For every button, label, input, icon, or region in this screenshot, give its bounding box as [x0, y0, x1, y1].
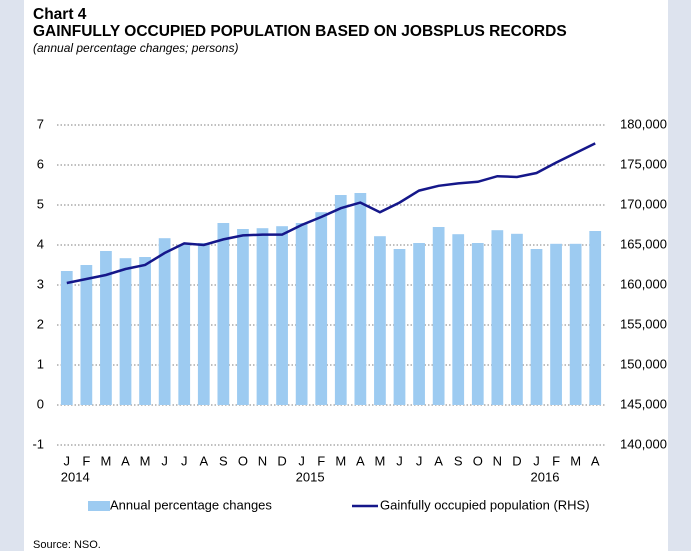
bar: [217, 223, 230, 405]
bar: [100, 251, 112, 405]
x-tick-label: M: [570, 453, 581, 468]
x-tick-label: F: [317, 453, 325, 468]
y-tick-label: 0: [37, 396, 44, 411]
bar: [178, 244, 191, 405]
x-tick-label: F: [82, 453, 90, 468]
year-label: 2015: [296, 469, 325, 484]
bar: [511, 233, 523, 405]
bar: [589, 231, 602, 405]
y2-tick-label: 180,000: [620, 116, 667, 131]
bar: [119, 258, 132, 405]
x-tick-label: J: [298, 453, 305, 468]
x-tick-label: A: [434, 453, 443, 468]
y-tick-label: 5: [37, 196, 44, 211]
y-tick-label: 3: [37, 276, 44, 291]
x-tick-label: J: [533, 453, 540, 468]
y2-tick-label: 145,000: [620, 396, 667, 411]
x-tick-label: F: [552, 453, 560, 468]
y-tick-label: 7: [37, 116, 44, 131]
bar: [60, 271, 73, 405]
bar: [393, 249, 406, 405]
bar: [569, 243, 582, 405]
bar: [334, 195, 347, 405]
x-tick-label: J: [416, 453, 423, 468]
x-tick-label: J: [181, 453, 188, 468]
x-tick-label: J: [396, 453, 403, 468]
bar: [530, 249, 543, 405]
bar: [315, 212, 328, 405]
y-tick-label: 6: [37, 156, 44, 171]
bar: [413, 243, 425, 405]
x-tick-label: N: [258, 453, 267, 468]
header: Chart 4 GAINFULLY OCCUPIED POPULATION BA…: [33, 6, 593, 55]
year-label: 2014: [61, 469, 90, 484]
line: [66, 142, 596, 285]
bar: [276, 226, 288, 405]
y-tick-label: 1: [37, 356, 44, 371]
y2-tick-label: 160,000: [620, 276, 667, 291]
legend-swatch: [88, 501, 110, 511]
x-tick-label: A: [356, 453, 365, 468]
bar: [432, 227, 445, 405]
bar: [374, 236, 386, 405]
legend-label: Annual percentage changes: [110, 497, 272, 512]
source: Source: NSO.: [33, 539, 101, 551]
y2-tick-label: 170,000: [620, 196, 667, 211]
x-tick-label: S: [219, 453, 228, 468]
bar: [80, 265, 93, 405]
x-tick-label: D: [512, 453, 521, 468]
x-tick-label: M: [375, 453, 386, 468]
x-tick-label: A: [591, 453, 600, 468]
x-tick-label: A: [121, 453, 130, 468]
legend-label: Gainfully occupied population (RHS): [380, 497, 590, 512]
x-tick-label: A: [199, 453, 208, 468]
x-tick-label: M: [140, 453, 151, 468]
y2-tick-label: 150,000: [620, 356, 667, 371]
x-tick-label: J: [64, 453, 71, 468]
bar: [354, 193, 367, 405]
x-tick-label: S: [454, 453, 463, 468]
chart-label: Chart 4: [33, 6, 87, 23]
bar: [452, 234, 465, 405]
bar: [158, 238, 171, 405]
x-tick-label: O: [238, 453, 248, 468]
x-tick-label: M: [101, 453, 112, 468]
x-tick-label: M: [335, 453, 346, 468]
x-tick-label: J: [161, 453, 168, 468]
x-tick-label: D: [277, 453, 286, 468]
chart-title: GAINFULLY OCCUPIED POPULATION BASED ON J…: [33, 23, 567, 40]
x-tick-label: N: [493, 453, 502, 468]
bar: [197, 243, 210, 405]
y-tick-label: -1: [32, 436, 44, 451]
bar: [471, 243, 484, 405]
bar: [256, 228, 269, 405]
y2-tick-label: 175,000: [620, 156, 667, 171]
bar: [491, 230, 504, 405]
bar: [139, 257, 151, 405]
y-tick-label: 2: [37, 316, 44, 331]
year-label: 2016: [531, 469, 560, 484]
bar: [550, 243, 562, 405]
y2-tick-label: 140,000: [620, 436, 667, 451]
bar: [295, 223, 308, 405]
y2-tick-label: 155,000: [620, 316, 667, 331]
y2-tick-label: 165,000: [620, 236, 667, 251]
y-tick-label: 4: [37, 236, 44, 251]
bar: [237, 229, 249, 405]
x-tick-label: O: [473, 453, 483, 468]
chart-subtitle: (annual percentage changes; persons): [33, 41, 239, 55]
